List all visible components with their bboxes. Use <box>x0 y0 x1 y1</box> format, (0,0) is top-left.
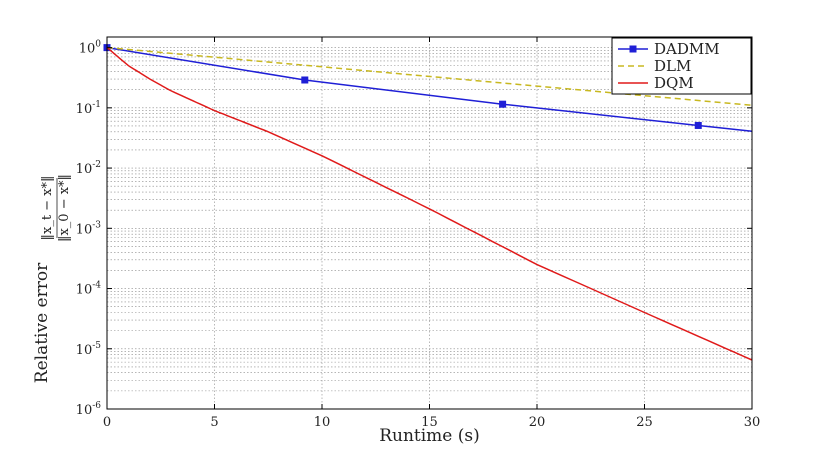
series-line <box>106 46 753 107</box>
legend-label: DADMM <box>654 40 720 58</box>
y-tick-label: 10-4 <box>76 281 102 298</box>
legend-label: DQM <box>654 74 694 92</box>
y-tick-label: 10-1 <box>76 100 101 117</box>
y-axis-label-denominator: ‖x_0 − x*‖ <box>57 174 72 242</box>
y-tick-label: 10-6 <box>76 401 102 418</box>
y-tick-label: 100 <box>79 40 102 57</box>
y-axis-label-numerator: ‖x_t − x*‖ <box>40 175 55 240</box>
data-point <box>499 100 507 108</box>
y-tick-label: 10-5 <box>76 341 102 358</box>
legend-item-dlm: DLM <box>618 57 691 75</box>
y-axis-label: Relative error <box>32 262 52 383</box>
x-tick-label: 15 <box>421 415 438 430</box>
legend-label: DLM <box>654 57 691 75</box>
x-tick-label: 0 <box>103 415 111 430</box>
data-point <box>301 76 309 84</box>
x-tick-label: 30 <box>744 415 761 430</box>
ticks-layer: 0 5 10 15 20 25 30 100 10-1 10-2 10-3 10-4 10-5 10-6 <box>76 37 761 430</box>
y-axis-label-group: Relative error ‖x_t − x*‖ ‖x_0 − x*‖ <box>32 174 72 383</box>
legend-item-dadmm: DADMM <box>618 40 720 58</box>
x-tick-label: 25 <box>636 415 653 430</box>
series-dlm <box>106 46 753 107</box>
data-point <box>694 121 702 129</box>
series-line <box>106 47 753 361</box>
grid-layer <box>106 37 753 410</box>
legend-item-dqm: DQM <box>618 74 694 92</box>
x-axis-label: Runtime (s) <box>379 426 480 446</box>
x-tick-label: 20 <box>529 415 546 430</box>
y-tick-label: 10-2 <box>76 160 101 177</box>
x-tick-label: 10 <box>314 415 331 430</box>
legend-marker <box>629 45 637 53</box>
series-dqm <box>106 47 753 361</box>
y-tick-label: 10-3 <box>76 220 102 237</box>
x-tick-label: 5 <box>210 415 218 430</box>
